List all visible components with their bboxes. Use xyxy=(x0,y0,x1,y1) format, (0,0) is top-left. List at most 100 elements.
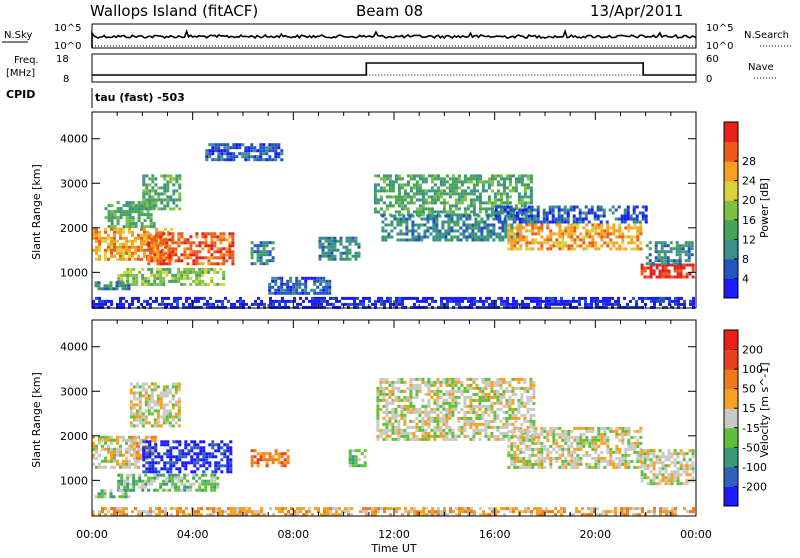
heatmap-cell xyxy=(331,258,334,261)
heatmap-cell xyxy=(525,212,528,215)
heatmap-cell xyxy=(653,303,656,306)
heatmap-cell xyxy=(667,256,670,259)
heatmap-cell xyxy=(636,244,639,247)
heatmap-cell xyxy=(346,252,349,255)
heatmap-cell xyxy=(216,486,219,489)
heatmap-cell xyxy=(201,489,204,492)
heatmap-cell xyxy=(448,381,451,384)
heatmap-cell xyxy=(551,300,554,303)
heatmap-cell xyxy=(214,158,217,161)
heatmap-cell xyxy=(162,277,165,280)
heatmap-cell xyxy=(494,201,497,204)
heatmap-cell xyxy=(184,452,187,455)
heatmap-cell xyxy=(401,195,404,198)
heatmap-cell xyxy=(443,201,446,204)
heatmap-cell xyxy=(132,222,135,225)
heatmap-cell xyxy=(409,420,412,423)
heatmap-cell xyxy=(478,417,481,420)
heatmap-cell xyxy=(452,180,455,183)
heatmap-cell xyxy=(662,467,665,470)
heatmap-cell xyxy=(122,231,125,234)
heatmap-cell xyxy=(621,433,624,436)
heatmap-cell xyxy=(636,226,639,229)
heatmap-cell xyxy=(391,390,394,393)
heatmap-cell xyxy=(519,439,522,442)
heatmap-cell xyxy=(636,466,639,469)
heatmap-cell xyxy=(169,421,172,424)
freq-label-line2: [MHz] xyxy=(6,68,35,79)
heatmap-cell xyxy=(463,387,466,390)
heatmap-cell xyxy=(205,158,208,161)
heatmap-cell xyxy=(647,467,650,470)
heatmap-cell xyxy=(245,303,248,306)
heatmap-cell xyxy=(113,246,116,249)
heatmap-cell xyxy=(104,228,107,231)
heatmap-cell xyxy=(213,477,216,480)
heatmap-cell xyxy=(584,300,587,303)
heatmap-cell xyxy=(606,244,609,247)
heatmap-cell xyxy=(104,495,107,498)
heatmap-cell xyxy=(621,436,624,439)
heatmap-cell xyxy=(680,276,683,279)
heatmap-cell xyxy=(461,195,464,198)
heatmap-cell xyxy=(546,457,549,460)
heatmap-cell xyxy=(400,429,403,432)
heatmap-cell xyxy=(448,393,451,396)
heatmap-cell xyxy=(549,445,552,448)
heatmap-cell xyxy=(524,174,527,177)
heatmap-cell xyxy=(455,186,458,189)
heatmap-cell xyxy=(222,283,225,286)
heatmap-cell xyxy=(478,438,481,441)
heatmap-cell xyxy=(413,174,416,177)
heatmap-cell xyxy=(478,396,481,399)
heatmap-cell xyxy=(122,237,125,240)
heatmap-cell xyxy=(686,273,689,276)
heatmap-cell xyxy=(478,390,481,393)
heatmap-cell xyxy=(107,300,110,303)
heatmap-cell xyxy=(624,221,627,224)
heatmap-cell xyxy=(169,458,172,461)
heatmap-cell xyxy=(585,442,588,445)
heatmap-cell xyxy=(429,218,432,221)
heatmap-cell xyxy=(449,183,452,186)
heatmap-cell xyxy=(399,239,402,242)
heatmap-cell xyxy=(157,418,160,421)
heatmap-cell xyxy=(495,215,498,218)
heatmap-cell xyxy=(463,417,466,420)
heatmap-cell xyxy=(515,189,518,192)
heatmap-cell xyxy=(374,189,377,192)
heatmap-cell xyxy=(260,452,263,455)
heatmap-cell xyxy=(143,249,146,252)
heatmap-cell xyxy=(647,458,650,461)
heatmap-cell xyxy=(414,230,417,233)
heatmap-cell xyxy=(391,438,394,441)
heatmap-cell xyxy=(208,152,211,155)
heatmap-cell xyxy=(128,284,131,287)
heatmap-cell xyxy=(683,276,686,279)
heatmap-cell xyxy=(688,247,691,250)
heatmap-cell xyxy=(265,158,268,161)
heatmap-cell xyxy=(534,427,537,430)
heatmap-cell xyxy=(98,463,101,466)
heatmap-cell xyxy=(650,464,653,467)
heatmap-cell xyxy=(400,432,403,435)
heatmap-cell xyxy=(171,274,174,277)
heatmap-cell xyxy=(558,247,561,250)
heatmap-cell xyxy=(346,246,349,249)
heatmap-cell xyxy=(323,297,326,300)
heatmap-cell xyxy=(502,378,505,381)
heatmap-cell xyxy=(630,235,633,238)
heatmap-cell xyxy=(168,253,171,256)
heatmap-cell xyxy=(552,218,555,221)
heatmap-cell xyxy=(148,207,151,210)
heatmap-cell xyxy=(202,446,205,449)
heatmap-cell xyxy=(159,277,162,280)
heatmap-cell xyxy=(325,280,328,283)
heatmap-cell xyxy=(627,430,630,433)
heatmap-cell xyxy=(216,247,219,250)
heatmap-cell xyxy=(585,466,588,469)
heatmap-cell xyxy=(184,467,187,470)
heatmap-cell xyxy=(153,277,156,280)
heatmap-cell xyxy=(283,283,286,286)
heatmap-cell xyxy=(490,396,493,399)
